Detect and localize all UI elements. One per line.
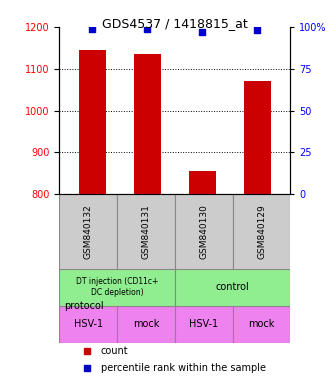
Bar — [175, 194, 233, 268]
Text: GSM840130: GSM840130 — [199, 204, 208, 259]
Point — [200, 29, 205, 35]
Text: DT injection (CD11c+
DC depletion): DT injection (CD11c+ DC depletion) — [76, 277, 158, 297]
Point — [255, 27, 260, 33]
Bar — [59, 268, 175, 306]
Text: HSV-1: HSV-1 — [74, 319, 103, 329]
Point — [84, 365, 90, 371]
Text: GSM840131: GSM840131 — [142, 204, 150, 259]
Bar — [189, 171, 216, 194]
Bar — [233, 306, 290, 343]
Text: GDS4537 / 1418815_at: GDS4537 / 1418815_at — [102, 17, 248, 30]
Bar — [59, 306, 117, 343]
Point — [90, 25, 95, 31]
Bar — [79, 50, 106, 194]
Bar — [233, 194, 290, 268]
Point — [84, 348, 90, 354]
Text: mock: mock — [133, 319, 159, 329]
Bar — [244, 81, 271, 194]
Text: percentile rank within the sample: percentile rank within the sample — [101, 363, 266, 373]
Bar — [59, 194, 117, 268]
Bar — [117, 194, 175, 268]
Bar — [175, 306, 233, 343]
Bar — [117, 306, 175, 343]
Bar — [175, 268, 290, 306]
Text: GSM840132: GSM840132 — [84, 204, 93, 259]
Text: HSV-1: HSV-1 — [189, 319, 218, 329]
Bar — [134, 54, 161, 194]
Text: protocol: protocol — [64, 301, 104, 311]
Point — [145, 25, 150, 31]
Text: count: count — [101, 346, 129, 356]
Text: GSM840129: GSM840129 — [257, 204, 266, 259]
Text: mock: mock — [248, 319, 275, 329]
Text: control: control — [216, 282, 249, 292]
